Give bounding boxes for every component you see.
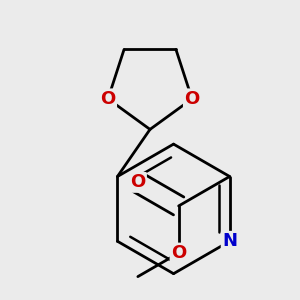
Text: O: O [184,90,200,108]
Text: O: O [100,90,116,108]
Text: N: N [222,232,237,250]
Text: O: O [171,244,186,262]
Text: O: O [130,173,146,191]
